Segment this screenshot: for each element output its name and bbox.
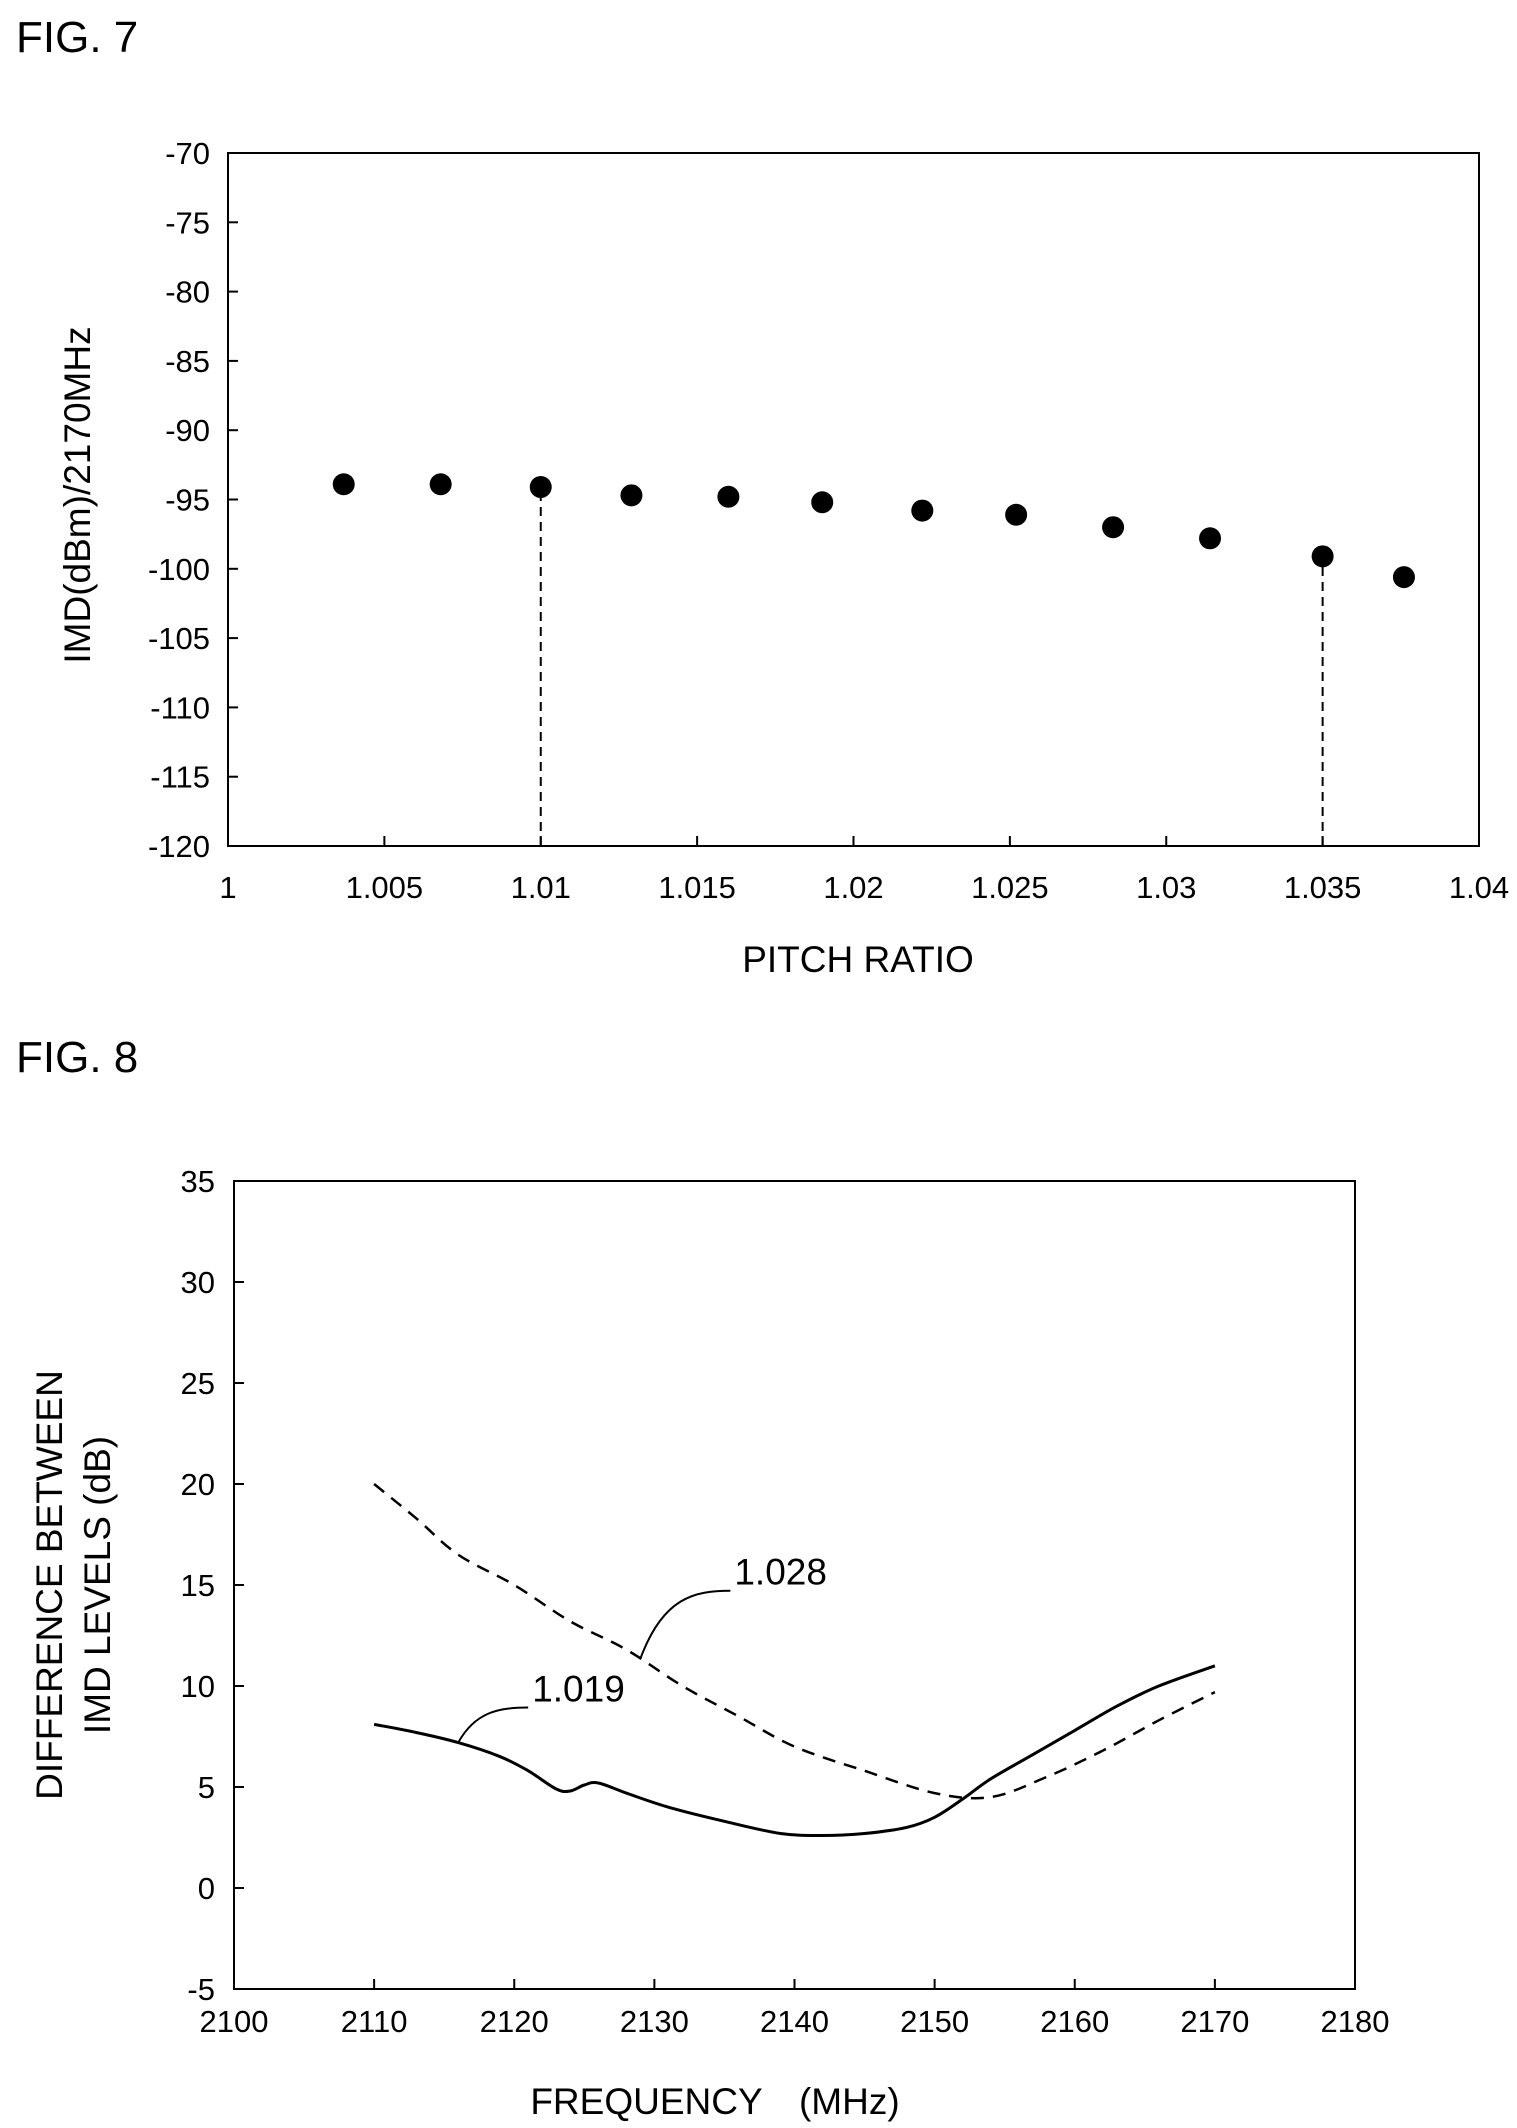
fig8-x-tick-label: 2150 xyxy=(900,2004,969,2039)
fig8-x-tick-label: 2100 xyxy=(200,2004,269,2039)
fig7-y-tick-label: -75 xyxy=(165,205,210,240)
fig7-ticks: 1 1.005 1.01 1.015 1.02 1.025 1.03 1.035 1.04 -70… xyxy=(148,136,1509,905)
fig7-x-tick-label: 1.02 xyxy=(823,870,883,905)
fig7-data-point xyxy=(811,491,834,514)
fig7-data-point xyxy=(717,485,740,508)
fig7-data-point xyxy=(1005,503,1028,526)
fig7-y-tick-label: -95 xyxy=(165,483,210,518)
fig8-x-tick-label: 2140 xyxy=(760,2004,829,2039)
fig7-y-tick-label: -80 xyxy=(165,275,210,310)
fig8-x-tick-label: 2160 xyxy=(1040,2004,1109,2039)
fig8-annotation-label: 1.028 xyxy=(734,1552,827,1593)
fig8-annotation-leader xyxy=(639,1589,731,1660)
fig7-y-tick-label: -100 xyxy=(148,552,210,587)
fig8-y-tick-label: 20 xyxy=(181,1467,215,1502)
fig7-x-tick-label: 1.015 xyxy=(658,870,736,905)
fig7-y-tick-label: -110 xyxy=(150,690,210,725)
fig8-y-tick-label: 30 xyxy=(181,1265,215,1300)
fig8-y-tick-label: 35 xyxy=(181,1164,215,1199)
fig7-x-tick-label: 1.005 xyxy=(346,870,424,905)
fig7-y-tick-label: -85 xyxy=(165,344,210,379)
fig7-y-tick-label: -70 xyxy=(165,136,210,171)
fig7-x-tick-label: 1 xyxy=(219,870,236,905)
fig7-x-tick-label: 1.04 xyxy=(1449,870,1509,905)
fig8-y-tick-label: -5 xyxy=(187,1972,215,2007)
fig8-ticks: 2100 2110 2120 2130 2140 2150 2160 2170 2180 35 30… xyxy=(181,1164,1390,2039)
fig8-series xyxy=(373,1483,1216,1838)
fig8-y-tick-label: 0 xyxy=(198,1871,215,1906)
fig8-annotations: 1.028 1.019 xyxy=(457,1552,827,1744)
fig7-plot-frame xyxy=(227,152,1480,847)
fig7-data-point xyxy=(1199,527,1222,550)
fig8-series-line-1-028 xyxy=(373,1483,1216,1800)
fig7-y-tick-label: -115 xyxy=(150,760,210,795)
fig7-data-point xyxy=(620,484,643,507)
fig8-y-axis-title-line2: IMD LEVELS (dB) xyxy=(77,1436,118,1734)
fig8-y-tick-label: 5 xyxy=(198,1770,215,1805)
fig8-x-tick-label: 2120 xyxy=(480,2004,549,2039)
fig8-y-tick-label: 10 xyxy=(181,1669,215,1704)
fig7-label: FIG. 7 xyxy=(16,13,138,62)
fig7-x-tick-label: 1.025 xyxy=(971,870,1049,905)
fig7-y-axis-title: IMD(dBm)/2170MHz xyxy=(57,326,98,663)
fig7-y-tick-label: -120 xyxy=(148,829,210,864)
fig7-reference-lines xyxy=(539,487,1324,846)
fig7-data-point xyxy=(1311,545,1334,568)
fig8-x-tick-label: 2110 xyxy=(341,2004,408,2039)
fig7-x-tick-label: 1.01 xyxy=(511,870,571,905)
fig7-data-point xyxy=(332,473,355,496)
fig7-data-point xyxy=(911,499,934,522)
fig7-x-tick-label: 1.035 xyxy=(1284,870,1362,905)
fig8-x-tick-label: 2180 xyxy=(1321,2004,1390,2039)
fig8-annotation-label: 1.019 xyxy=(532,1669,625,1710)
fig7-data-point xyxy=(1392,566,1415,589)
fig7-x-axis-title: PITCH RATIO xyxy=(742,939,974,980)
fig8-chart: 2100 2110 2120 2130 2140 2150 2160 2170 2180 35 30… xyxy=(29,1164,1389,2122)
fig8-y-tick-label: 25 xyxy=(181,1366,215,1401)
fig8-y-axis-title-line1: DIFFERENCE BETWEEN xyxy=(29,1370,70,1800)
fig7-y-tick-label: -105 xyxy=(148,621,210,656)
fig8-y-tick-label: 15 xyxy=(181,1568,215,1603)
fig8-x-axis-title: FREQUENCY (MHz) xyxy=(530,2081,899,2122)
fig8-x-tick-label: 2130 xyxy=(620,2004,689,2039)
fig8-label: FIG. 8 xyxy=(16,1033,138,1082)
fig8-x-tick-label: 2170 xyxy=(1180,2004,1249,2039)
fig8-series-line-1-019 xyxy=(373,1664,1216,1838)
fig7-data-point xyxy=(429,473,452,496)
fig7-x-tick-label: 1.03 xyxy=(1136,870,1196,905)
fig7-points xyxy=(332,473,1415,589)
fig7-data-point xyxy=(1102,516,1125,539)
fig7-chart: 1 1.005 1.01 1.015 1.02 1.025 1.03 1.035 1.04 -70… xyxy=(57,136,1509,980)
fig7-y-tick-label: -90 xyxy=(165,413,210,448)
fig8-annotation-leader xyxy=(457,1706,529,1744)
fig7-data-point xyxy=(529,476,552,499)
